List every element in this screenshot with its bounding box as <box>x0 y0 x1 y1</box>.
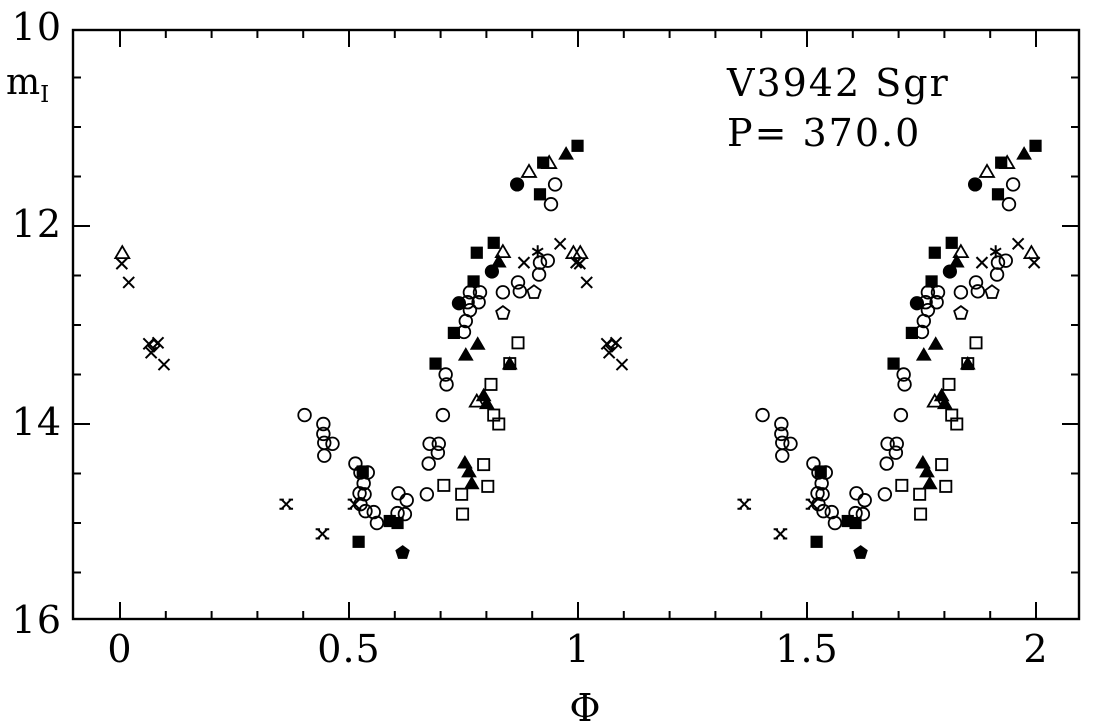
star-period: P= 370.0 <box>727 111 922 155</box>
filled-triangle-series <box>457 146 1032 490</box>
open-pentagon-series <box>495 284 1000 320</box>
filled-circle-series <box>451 177 983 311</box>
open-square-series <box>437 336 983 521</box>
x-axis-label: Φ <box>569 686 601 728</box>
y-axis-label-subscript: I <box>40 82 50 109</box>
asterisk-series <box>531 245 1002 259</box>
data-points <box>113 139 1042 559</box>
serif-x-series <box>279 498 820 540</box>
open-diamond-series <box>146 338 619 353</box>
y-tick-label-10: 10 <box>11 5 62 49</box>
y-tick-label-14: 14 <box>11 400 62 444</box>
open-circle-series <box>297 177 1021 531</box>
x-tick-label-0.5: 0.5 <box>317 627 381 671</box>
filled-pentagon-series <box>395 545 868 559</box>
star-name: V3942 Sgr <box>727 61 950 105</box>
filled-square-series <box>352 139 1042 548</box>
x-tick-label-1: 1 <box>565 627 591 671</box>
x-tick-label-0: 0 <box>107 627 133 671</box>
x-tick-label-2: 2 <box>1023 627 1049 671</box>
x-tick-label-1.5: 1.5 <box>775 627 839 671</box>
y-tick-label-12: 12 <box>11 202 62 246</box>
y-axis-label: mI <box>6 62 50 109</box>
axis-ticks <box>73 30 1079 619</box>
star-annotation: V3942 Sgr P= 370.0 <box>727 58 950 158</box>
y-tick-label-16: 16 <box>11 598 62 642</box>
open-triangle-series <box>113 154 1040 408</box>
